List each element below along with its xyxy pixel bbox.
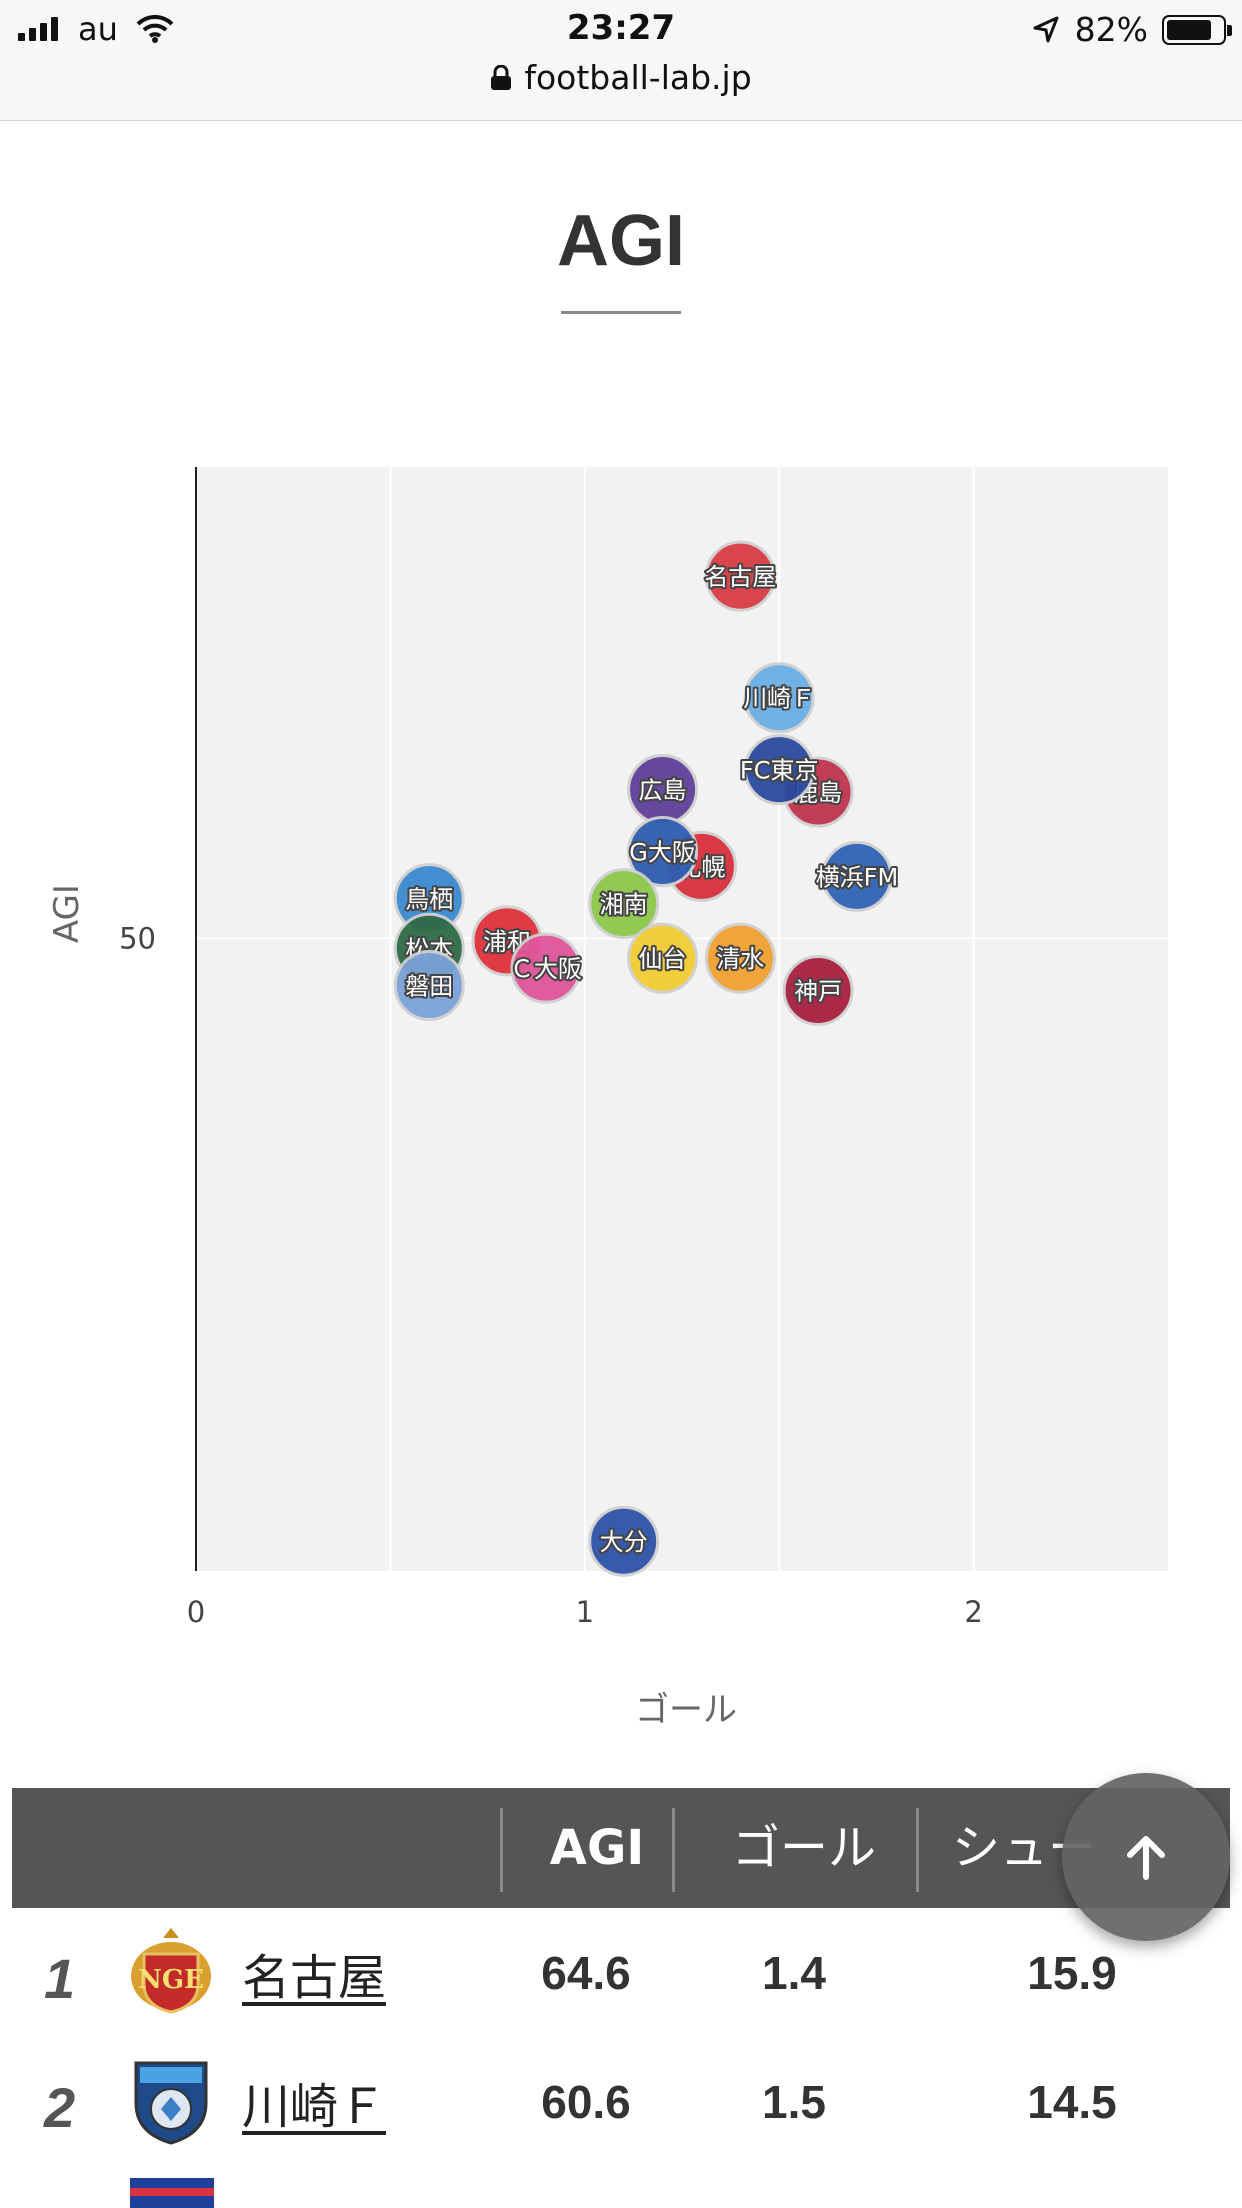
- signal-icon: [18, 17, 58, 41]
- data-point[interactable]: Ｃ大阪: [508, 932, 584, 1004]
- data-point[interactable]: 磐田: [393, 950, 465, 1022]
- table-row: 2 川崎Ｆ 60.6 1.5 14.5: [0, 2037, 1242, 2167]
- battery-fill: [1167, 19, 1212, 40]
- point-label: 清水: [716, 945, 764, 973]
- agi-value: 60.6: [541, 2076, 631, 2128]
- wifi-icon: [136, 15, 174, 43]
- point-marker: [743, 734, 815, 806]
- data-point[interactable]: G大阪: [627, 816, 699, 888]
- point-marker: [588, 1505, 660, 1577]
- team-link-kawasaki[interactable]: 川崎Ｆ: [242, 2079, 387, 2135]
- lock-icon: [491, 64, 512, 90]
- status-bar: au 23:27 82% football-lab.jp: [0, 0, 1242, 121]
- data-point[interactable]: 仙台: [627, 922, 699, 994]
- point-marker: [588, 868, 660, 940]
- data-point[interactable]: FC東京: [738, 734, 820, 806]
- point-marker: [821, 840, 893, 912]
- kawasaki-emblem-icon: [134, 2061, 208, 2145]
- point-marker: [627, 922, 699, 994]
- point-label: G大阪: [629, 839, 696, 867]
- battery-percent: 82%: [1074, 10, 1148, 49]
- y-axis-label: AGI: [47, 884, 87, 943]
- goal-value: 1.5: [762, 2076, 826, 2128]
- header-separator: [916, 1808, 919, 1892]
- point-marker: [704, 540, 776, 612]
- data-point[interactable]: 名古屋: [702, 540, 778, 612]
- data-point[interactable]: 鳥栖: [393, 863, 465, 935]
- data-point[interactable]: 清水: [704, 922, 776, 994]
- svg-text:NGE: NGE: [138, 1965, 204, 1995]
- header-separator: [672, 1808, 675, 1892]
- point-label: 神戸: [794, 977, 842, 1005]
- status-time: 23:27: [566, 8, 676, 48]
- shot-value: 14.5: [1027, 2076, 1117, 2128]
- carrier-name: au: [78, 10, 118, 48]
- title-underline: [561, 311, 681, 314]
- url-text: football-lab.jp: [524, 58, 752, 97]
- point-marker: [393, 950, 465, 1022]
- status-left: au: [18, 10, 174, 48]
- point-marker: [782, 954, 854, 1026]
- data-point[interactable]: 広島: [627, 754, 699, 826]
- rank-number: 1: [44, 1947, 76, 2010]
- x-tick-label: 0: [187, 1595, 205, 1629]
- y-tick-label: 50: [119, 921, 156, 955]
- point-label: 仙台: [639, 945, 687, 973]
- scroll-to-top-button[interactable]: [1062, 1773, 1230, 1941]
- rank-number: 2: [44, 2076, 76, 2139]
- header-goal[interactable]: ゴール: [731, 1820, 876, 1876]
- table-row: 1 NGE 名古屋 64.6 1.4 15.9: [0, 1908, 1242, 2038]
- goal-value: 1.4: [762, 1947, 826, 1999]
- point-label: 大分: [600, 1528, 648, 1556]
- x-tick-labels: 0 1 2: [187, 1595, 983, 1629]
- data-point[interactable]: 川崎Ｆ: [741, 662, 817, 734]
- point-label: FC東京: [740, 757, 819, 785]
- table-header: AGI ゴール シュー: [12, 1788, 1230, 1908]
- point-marker: [743, 662, 815, 734]
- point-label: 鳥栖: [405, 886, 453, 914]
- point-label: Ｃ大阪: [510, 955, 582, 983]
- point-marker: [704, 922, 776, 994]
- header-agi[interactable]: AGI: [549, 1820, 645, 1876]
- url-bar[interactable]: football-lab.jp: [0, 58, 1242, 97]
- data-point[interactable]: 大分: [588, 1505, 660, 1577]
- shot-value: 15.9: [1027, 1947, 1117, 1999]
- data-point[interactable]: 湘南: [588, 868, 660, 940]
- point-label: 湘南: [600, 891, 648, 919]
- point-label: 川崎Ｆ: [743, 685, 815, 713]
- agi-value: 64.6: [541, 1947, 631, 1999]
- page-title: AGI: [556, 201, 685, 281]
- point-label: 名古屋: [704, 563, 776, 591]
- point-label: 広島: [639, 777, 687, 805]
- nagoya-emblem-icon: NGE: [131, 1928, 211, 2014]
- location-arrow-icon: [1033, 16, 1059, 42]
- team-link-nagoya[interactable]: 名古屋: [242, 1950, 387, 2006]
- plot-background: [196, 467, 1168, 1571]
- header-separator: [500, 1808, 503, 1892]
- y-tick-labels: 50: [119, 921, 156, 955]
- point-marker: [627, 816, 699, 888]
- fc-tokyo-emblem-icon: [130, 2178, 214, 2208]
- x-tick-label: 1: [576, 1595, 594, 1629]
- status-right: 82%: [1031, 10, 1232, 49]
- data-point[interactable]: 横浜FM: [814, 840, 900, 912]
- x-axis-label: ゴール: [635, 1690, 737, 1730]
- x-tick-label: 2: [964, 1595, 982, 1629]
- battery-icon: [1162, 14, 1232, 45]
- point-label: 横浜FM: [816, 863, 899, 891]
- point-label: 磐田: [405, 973, 453, 1001]
- point-marker: [510, 932, 582, 1004]
- arrow-up-icon: [1127, 1836, 1165, 1880]
- data-point[interactable]: 神戸: [782, 954, 854, 1026]
